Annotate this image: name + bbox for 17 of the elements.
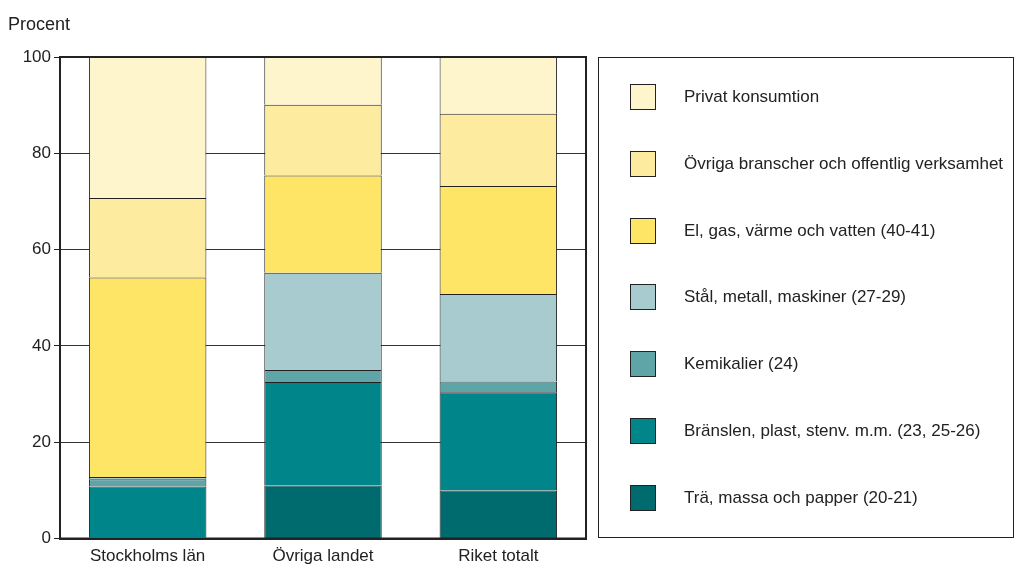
legend-label: El, gas, värme och vatten (40-41) <box>684 219 936 242</box>
y-tick-label: 20 <box>32 431 51 451</box>
legend-label: Trä, massa och papper (20-21) <box>684 486 918 509</box>
x-tick-label: Övriga landet <box>272 546 374 566</box>
y-axis-title: Procent <box>8 14 71 34</box>
y-tick-label: 80 <box>32 143 51 163</box>
y-tick-label: 40 <box>32 335 51 355</box>
y-tick-label: 0 <box>41 528 51 548</box>
y-tick-label: 100 <box>22 46 51 66</box>
legend-label: Kemikalier (24) <box>684 353 799 376</box>
legend-label: Övriga branscher och offentlig verksamhet <box>684 153 1004 176</box>
legend-label: Privat konsumtion <box>684 86 820 109</box>
legend-label: Bränslen, plast, stenv. m.m. (23, 25-26) <box>684 419 981 442</box>
x-tick-label: Riket totalt <box>458 546 539 566</box>
x-tick-label: Stockholms län <box>90 546 206 566</box>
y-tick-label: 60 <box>32 239 51 259</box>
legend-label: Stål, metall, maskiner (27-29) <box>684 286 907 309</box>
